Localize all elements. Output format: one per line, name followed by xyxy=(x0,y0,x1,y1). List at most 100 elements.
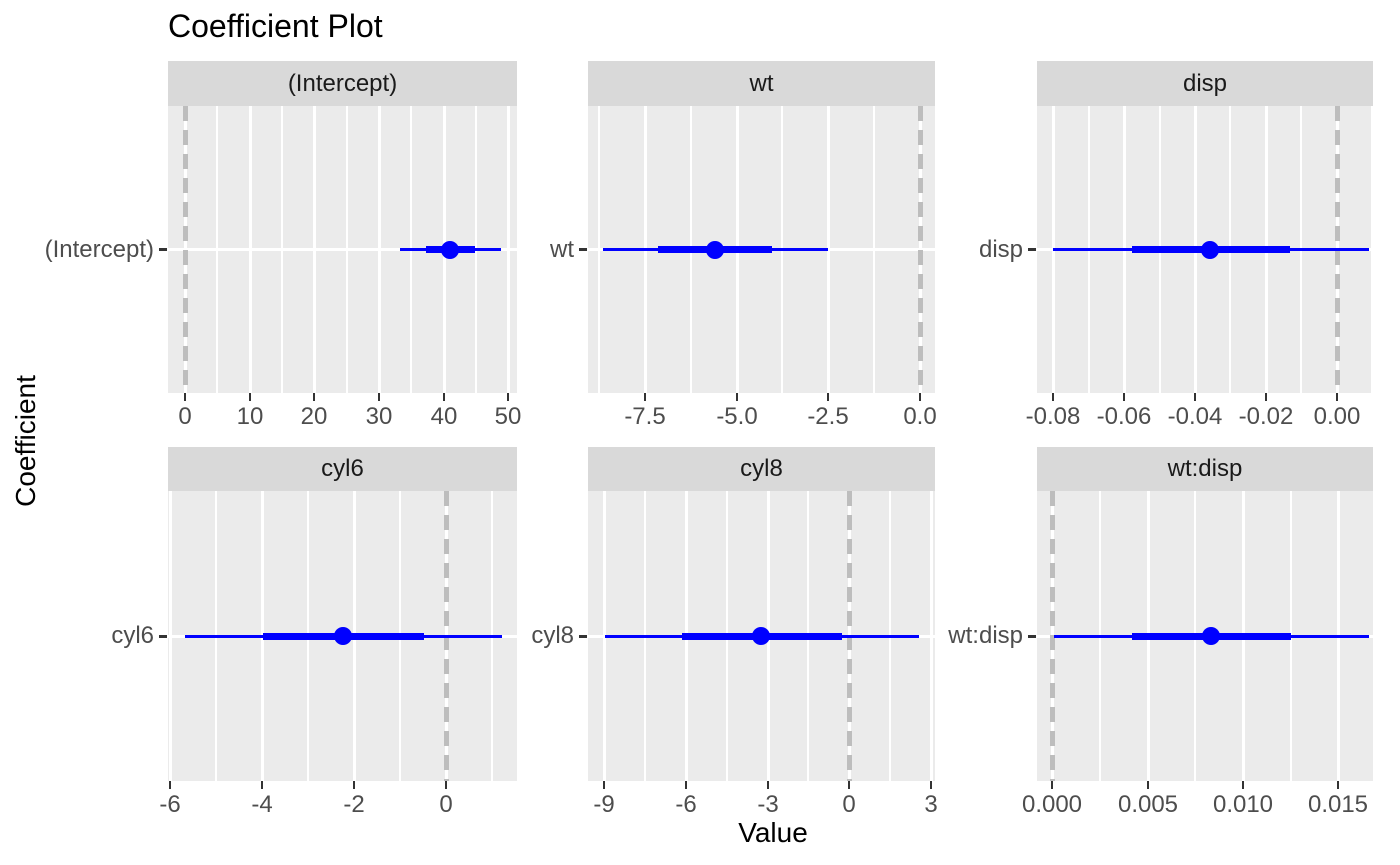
y-axis-label: (Intercept) xyxy=(44,235,154,263)
x-axis-tick-label: 20 xyxy=(300,403,328,430)
x-axis-tick xyxy=(313,393,315,401)
x-axis-tick xyxy=(169,781,171,789)
y-axis-tick xyxy=(579,248,587,251)
strip-label: (Intercept) xyxy=(287,69,398,97)
x-axis-tick xyxy=(685,781,687,789)
estimate-point xyxy=(752,627,771,645)
x-axis-tick xyxy=(736,393,738,401)
plot-title: Coefficient Plot xyxy=(168,8,383,44)
x-axis-tick xyxy=(249,393,251,401)
facet-panel xyxy=(168,106,517,393)
zero-reference-line xyxy=(1049,491,1055,781)
x-axis-tick xyxy=(1336,393,1338,401)
x-axis-tick xyxy=(507,393,509,401)
x-axis-tick-label: 0 xyxy=(439,791,453,818)
x-axis-tick-label: 0 xyxy=(842,791,856,818)
x-axis-tick xyxy=(1194,393,1196,401)
x-axis-tick-label: -2.5 xyxy=(807,403,849,430)
zero-reference-line xyxy=(182,106,188,393)
facet-strip: cyl6 xyxy=(168,447,517,491)
strip-label: disp xyxy=(1182,69,1228,97)
estimate-point xyxy=(441,240,460,259)
y-axis-label: cyl8 xyxy=(531,622,574,649)
x-axis-tick-label: -7.5 xyxy=(624,403,666,430)
x-axis-tick-label: -5.0 xyxy=(716,403,758,430)
x-axis-tick xyxy=(378,393,380,401)
x-axis-tick-label: -6 xyxy=(159,791,181,818)
x-axis-tick xyxy=(1123,393,1125,401)
facet-strip: cyl8 xyxy=(588,447,935,491)
facet-panel xyxy=(588,106,935,393)
x-axis-tick xyxy=(919,393,921,401)
y-axis-tick xyxy=(159,634,167,638)
facet-strip: wt:disp xyxy=(1037,447,1373,491)
y-axis-label: wt xyxy=(550,235,574,263)
estimate-point xyxy=(1201,627,1220,645)
y-axis-title: Coefficient xyxy=(10,375,41,507)
x-axis-tick xyxy=(930,781,932,789)
y-axis-label: wt:disp xyxy=(948,622,1023,649)
y-axis-label: disp xyxy=(978,235,1023,263)
facet-panel xyxy=(1037,491,1373,781)
x-axis-tick-label: -0.02 xyxy=(1238,403,1294,430)
x-axis-tick-label: 0 xyxy=(178,403,192,430)
estimate-point xyxy=(333,627,352,645)
facet-strip: disp xyxy=(1037,61,1373,106)
x-axis-tick-label: 0.010 xyxy=(1212,791,1274,818)
x-axis-tick xyxy=(184,393,186,401)
x-axis-tick xyxy=(603,781,605,789)
facet-panel xyxy=(588,491,935,781)
x-axis-tick-label: -3 xyxy=(757,791,779,818)
x-axis-tick-label: -6 xyxy=(675,791,697,818)
x-axis-tick-label: 0.005 xyxy=(1117,791,1179,818)
x-axis-tick-label: 0.015 xyxy=(1307,791,1369,818)
horizontal-gridline xyxy=(168,248,517,251)
x-axis-tick xyxy=(443,393,445,401)
estimate-point xyxy=(1200,240,1219,259)
x-axis-tick xyxy=(1242,781,1244,789)
facet-panel xyxy=(168,491,517,781)
x-axis-tick-label: -9 xyxy=(593,791,615,818)
x-axis-tick xyxy=(1052,393,1054,401)
facet-strip: (Intercept) xyxy=(168,61,517,106)
y-axis-tick xyxy=(1028,248,1036,251)
x-axis-tick xyxy=(445,781,447,789)
x-axis-tick-label: 40 xyxy=(430,403,458,430)
x-axis-tick-label: -4 xyxy=(251,791,273,818)
x-axis-tick xyxy=(1051,781,1053,789)
x-axis-tick xyxy=(1337,781,1339,789)
x-axis-tick xyxy=(1147,781,1149,789)
x-axis-tick xyxy=(827,393,829,401)
estimate-point xyxy=(705,240,724,259)
y-axis-label: cyl6 xyxy=(111,622,154,649)
x-axis-tick-label: 3 xyxy=(924,791,938,818)
y-axis-tick xyxy=(579,634,587,638)
x-axis-tick xyxy=(767,781,769,789)
x-axis-tick xyxy=(261,781,263,789)
zero-reference-line xyxy=(917,106,923,393)
x-axis-tick-label: 0.000 xyxy=(1021,791,1083,818)
x-axis-tick-label: -0.04 xyxy=(1167,403,1223,430)
facet-panel xyxy=(1037,106,1373,393)
x-axis-tick xyxy=(1265,393,1267,401)
y-axis-tick xyxy=(159,248,167,251)
x-axis-tick-label: -2 xyxy=(343,791,365,818)
x-axis-tick-label: -0.08 xyxy=(1025,403,1081,430)
strip-label: cyl6 xyxy=(321,455,364,482)
y-axis-tick xyxy=(1028,634,1036,638)
x-axis-tick-label: 0.00 xyxy=(1313,403,1361,430)
x-axis-tick xyxy=(848,781,850,789)
x-axis-tick-label: -0.06 xyxy=(1096,403,1152,430)
x-axis-tick-label: 50 xyxy=(494,403,522,430)
x-axis-tick xyxy=(644,393,646,401)
facet-strip: wt xyxy=(588,61,935,106)
x-axis-tick-label: 30 xyxy=(365,403,393,430)
strip-label: wt xyxy=(749,69,774,97)
x-axis-tick xyxy=(353,781,355,789)
strip-label: wt:disp xyxy=(1167,455,1243,482)
x-axis-title: Value xyxy=(738,817,808,848)
x-axis-tick-label: 0.0 xyxy=(903,403,937,430)
strip-label: cyl8 xyxy=(740,455,783,482)
x-axis-tick-label: 10 xyxy=(236,403,264,430)
